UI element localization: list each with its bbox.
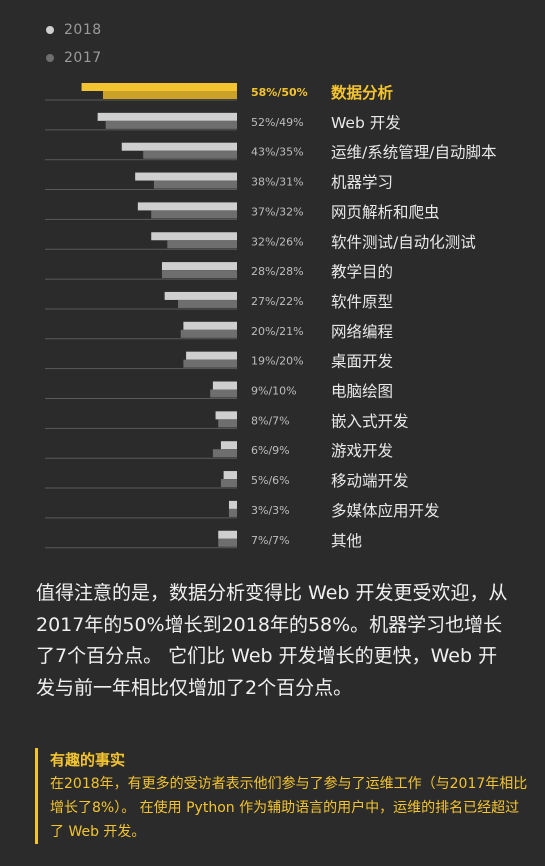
category-label-3: 机器学习 xyxy=(331,174,393,192)
value-label-8: 20%/21% xyxy=(251,325,304,338)
category-label-4: 网页解析和爬虫 xyxy=(331,203,440,221)
value-label-7: 27%/22% xyxy=(251,295,304,308)
fun-fact-title: 有趣的事实 xyxy=(50,751,126,769)
bar-2017-15 xyxy=(218,538,237,547)
value-label-10: 9%/10% xyxy=(251,385,297,398)
bar-2017-2 xyxy=(143,150,237,159)
bar-2017-9 xyxy=(183,359,237,368)
value-label-9: 19%/20% xyxy=(251,355,304,368)
bar-2018-1 xyxy=(97,112,237,121)
value-label-3: 38%/31% xyxy=(251,176,304,189)
category-label-14: 多媒体应用开发 xyxy=(331,501,440,520)
bar-2017-11 xyxy=(218,419,237,428)
value-label-1: 52%/49% xyxy=(251,116,304,129)
value-label-15: 7%/7% xyxy=(251,534,290,547)
legend-item-2018: 2018 xyxy=(46,16,102,44)
value-label-0: 58%/50% xyxy=(251,86,308,99)
bar-2018-14 xyxy=(228,500,237,509)
fun-fact-body: 在2018年，有更多的受访者表示他们参与了参与了运维工作（与2017年相比增长了… xyxy=(50,776,528,840)
value-label-12: 6%/9% xyxy=(251,444,290,457)
bar-2018-3 xyxy=(135,172,237,181)
category-label-9: 桌面开发 xyxy=(331,353,393,371)
bar-2018-13 xyxy=(223,471,237,480)
chart-legend: 2018 2017 xyxy=(46,16,102,72)
value-label-13: 5%/6% xyxy=(251,474,290,487)
bar-2017-6 xyxy=(161,270,237,279)
category-label-0: 数据分析 xyxy=(331,83,394,102)
value-label-14: 3%/3% xyxy=(251,504,290,517)
category-label-13: 移动端开发 xyxy=(331,472,409,490)
bar-2018-7 xyxy=(164,291,237,300)
category-label-6: 教学目的 xyxy=(331,263,393,281)
legend-dot-2018 xyxy=(46,26,54,34)
bar-2017-4 xyxy=(151,210,237,219)
value-label-6: 28%/28% xyxy=(251,265,304,278)
bar-2018-4 xyxy=(137,202,237,211)
summary-paragraph: 值得注意的是，数据分析变得比 Web 开发更受欢迎，从2017年的50%增长到2… xyxy=(36,582,508,699)
bar-2017-10 xyxy=(210,389,237,398)
value-label-2: 43%/35% xyxy=(251,146,304,159)
bar-2017-13 xyxy=(220,479,237,488)
category-label-11: 嵌入式开发 xyxy=(331,412,409,430)
bar-2017-0 xyxy=(103,91,237,99)
bar-2018-9 xyxy=(186,351,237,360)
value-label-4: 37%/32% xyxy=(251,205,304,218)
bar-2017-8 xyxy=(180,329,237,338)
bar-2017-14 xyxy=(228,508,237,517)
bar-2018-0 xyxy=(81,83,237,91)
category-label-5: 软件测试/自动化测试 xyxy=(331,233,476,251)
bar-chart: 58%/50% 数据分析 52%/49% Web 开发 43%/35% 运维/系统管理/自… xyxy=(45,83,496,550)
fun-fact-box: 有趣的事实 在2018年，有更多的受访者表示他们参与了参与了运维工作（与2017… xyxy=(35,748,530,844)
bar-2018-2 xyxy=(121,142,237,151)
legend-label-2017: 2017 xyxy=(64,50,102,66)
bar-2018-15 xyxy=(218,530,237,539)
bar-2018-8 xyxy=(183,321,237,330)
bar-2018-12 xyxy=(220,441,237,450)
legend-item-2017: 2017 xyxy=(46,44,102,72)
bar-2017-1 xyxy=(105,120,238,129)
bar-2017-7 xyxy=(178,299,237,308)
bar-2017-12 xyxy=(212,449,237,458)
value-label-11: 8%/7% xyxy=(251,414,290,427)
category-label-10: 电脑绘图 xyxy=(331,383,393,401)
legend-label-2018: 2018 xyxy=(64,22,102,38)
bar-2018-11 xyxy=(215,411,237,420)
legend-dot-2017 xyxy=(46,54,54,62)
value-label-5: 32%/26% xyxy=(251,235,304,248)
category-label-1: Web 开发 xyxy=(331,114,401,132)
category-label-8: 网络编程 xyxy=(331,323,393,341)
category-label-2: 运维/系统管理/自动脚本 xyxy=(331,144,496,162)
bar-2018-10 xyxy=(212,381,237,390)
category-label-7: 软件原型 xyxy=(331,293,393,311)
bar-2018-5 xyxy=(151,232,237,241)
category-label-15: 其他 xyxy=(331,532,362,550)
category-label-12: 游戏开发 xyxy=(331,442,393,460)
bar-2018-6 xyxy=(161,262,237,271)
bar-2017-3 xyxy=(153,180,237,189)
bar-2017-5 xyxy=(167,240,237,249)
